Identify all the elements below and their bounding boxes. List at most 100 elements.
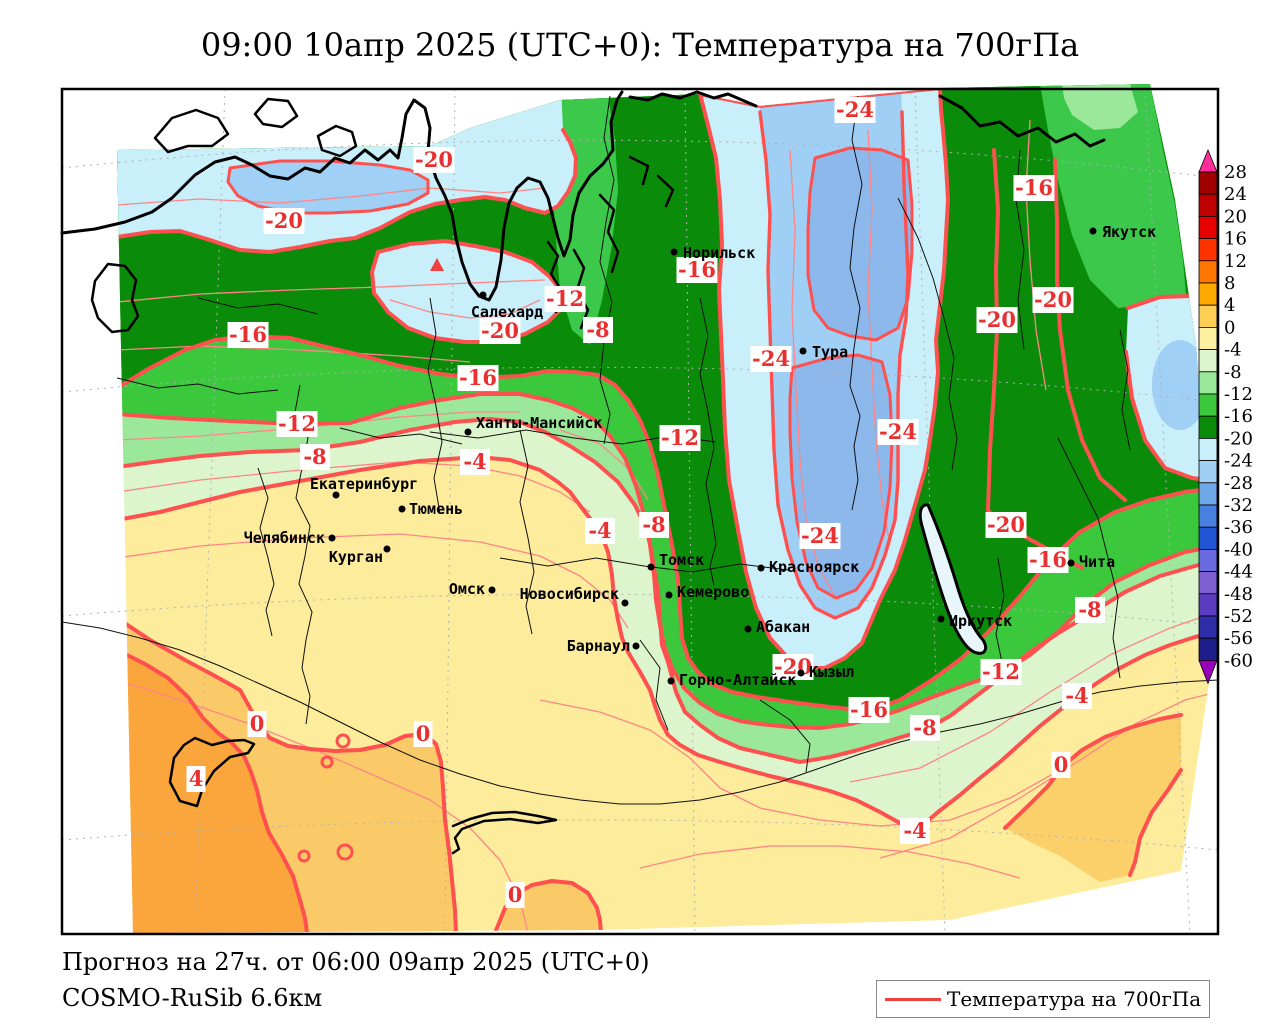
city-label: Норильск xyxy=(683,244,755,262)
city-dot xyxy=(758,565,765,572)
city-dot xyxy=(329,535,336,542)
colorbar-band xyxy=(1199,239,1217,261)
city-dot xyxy=(938,616,945,623)
city-label: Ханты-Мансийск xyxy=(476,414,602,432)
colorbar-tick-label: 20 xyxy=(1224,206,1247,227)
contour-label: -8 xyxy=(913,715,936,740)
contour-label: -16 xyxy=(1029,547,1067,572)
legend-label: Температура на 700гПа xyxy=(947,987,1201,1011)
contour-label: -8 xyxy=(642,512,665,537)
weather-map-canvas: -20-20-24-16-16-12-20-8-24-20-20-16-16-1… xyxy=(0,0,1280,1024)
forecast-info: Прогноз на 27ч. от 06:00 09апр 2025 (UTC… xyxy=(62,948,649,976)
colorbar-band xyxy=(1199,261,1217,283)
colorbar-tick-label: -48 xyxy=(1224,584,1253,605)
city-label: Чита xyxy=(1079,553,1115,571)
city-marker-Иркутск: Иркутск xyxy=(938,612,1013,630)
city-marker-Барнаул: Барнаул xyxy=(567,637,640,655)
city-label: Барнаул xyxy=(567,637,630,655)
city-dot xyxy=(399,506,406,513)
colorbar-band xyxy=(1199,527,1217,549)
colorbar-band xyxy=(1199,638,1217,660)
city-label: Тюмень xyxy=(409,500,463,518)
city-label: Омск xyxy=(449,580,485,598)
colorbar-band xyxy=(1199,483,1217,505)
colorbar-tick-label: 24 xyxy=(1224,184,1247,205)
contour-label: -20 xyxy=(415,147,453,172)
contour-label: -24 xyxy=(836,97,874,122)
colorbar-tick-label: -24 xyxy=(1224,451,1253,472)
contour-label: -16 xyxy=(850,697,888,722)
contour-label: -12 xyxy=(661,425,699,450)
contour-label: 0 xyxy=(416,721,431,746)
colorbar-tick-label: -28 xyxy=(1224,473,1253,494)
city-label: Абакан xyxy=(756,618,810,636)
contour-label: -24 xyxy=(752,346,790,371)
colorbar-tick-label: -36 xyxy=(1224,517,1253,538)
colorbar-tick-label: 28 xyxy=(1224,162,1247,183)
city-label: Новосибирск xyxy=(520,585,619,603)
colorbar-band xyxy=(1199,416,1217,438)
colorbar-band xyxy=(1199,327,1217,349)
contour-label: -4 xyxy=(1065,683,1088,708)
city-dot xyxy=(489,587,496,594)
city-dot xyxy=(1068,560,1075,567)
city-dot xyxy=(666,592,673,599)
contour-label: -20 xyxy=(987,512,1025,537)
colorbar-tick-label: -4 xyxy=(1224,340,1242,361)
colorbar-band xyxy=(1199,572,1217,594)
contour-label: -8 xyxy=(303,444,326,469)
contour-label: -12 xyxy=(982,659,1020,684)
colorbar-tick-label: 0 xyxy=(1224,317,1235,338)
city-dot xyxy=(668,678,675,685)
city-label: Курган xyxy=(329,548,383,566)
contour-label: -4 xyxy=(588,518,611,543)
contour-label: -4 xyxy=(463,449,486,474)
contour-label: -8 xyxy=(586,317,609,342)
city-label: Якутск xyxy=(1102,223,1156,241)
contour-label: 4 xyxy=(189,766,204,791)
city-dot xyxy=(480,292,487,299)
contour-label: -4 xyxy=(903,818,926,843)
city-dot xyxy=(1090,228,1097,235)
city-dot xyxy=(800,348,807,355)
city-dot xyxy=(465,429,472,436)
colorbar-band xyxy=(1199,616,1217,638)
city-dot xyxy=(745,626,752,633)
colorbar-band xyxy=(1199,305,1217,327)
contour-label: -20 xyxy=(978,307,1016,332)
city-label: Екатеринбург xyxy=(310,475,418,493)
city-dot xyxy=(671,249,678,256)
contour-label: -12 xyxy=(546,286,584,311)
colorbar-band xyxy=(1199,194,1217,216)
city-dot xyxy=(648,564,655,571)
city-dot xyxy=(622,600,629,607)
city-marker-Красноярск: Красноярск xyxy=(758,558,860,576)
colorbar-tick-label: -12 xyxy=(1224,384,1253,405)
contour-label: -20 xyxy=(265,208,303,233)
colorbar-tick-label: -20 xyxy=(1224,428,1253,449)
contour-label: -16 xyxy=(229,322,267,347)
colorbar-tick-label: 4 xyxy=(1224,295,1235,316)
city-label: Челябинск xyxy=(244,529,325,547)
colorbar-band xyxy=(1199,372,1217,394)
contour-label: 0 xyxy=(250,711,265,736)
city-label: Кемерово xyxy=(677,583,749,601)
colorbar-tick-label: -52 xyxy=(1224,606,1253,627)
colorbar-tick-label: -16 xyxy=(1224,406,1253,427)
colorbar-tick-label: 12 xyxy=(1224,251,1247,272)
city-label: Салехард xyxy=(471,303,543,321)
colorbar-band xyxy=(1199,505,1217,527)
contour-label: -12 xyxy=(278,411,316,436)
colorbar-tick-label: 16 xyxy=(1224,229,1247,250)
city-label: Томск xyxy=(659,551,704,569)
colorbar-tick-label: -60 xyxy=(1224,650,1253,671)
colorbar-band xyxy=(1199,594,1217,616)
city-dot xyxy=(798,670,805,677)
contour-label: -24 xyxy=(879,419,917,444)
colorbar-tick-label: -40 xyxy=(1224,539,1253,560)
colorbar-band xyxy=(1199,216,1217,238)
city-label: Иркутск xyxy=(949,612,1012,630)
colorbar-over-triangle xyxy=(1199,150,1217,172)
city-dot xyxy=(384,546,391,553)
colorbar-band xyxy=(1199,461,1217,483)
